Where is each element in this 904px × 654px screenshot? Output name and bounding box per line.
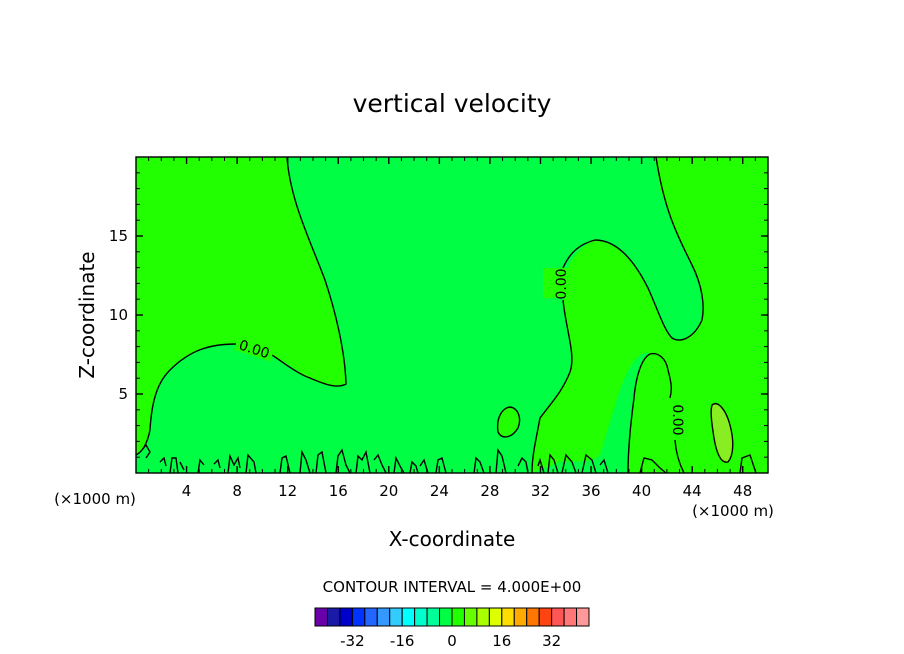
positive-region-blob (497, 407, 520, 437)
y-axis-label: Z-coordinate (75, 251, 99, 378)
x-tick-label-4: 20 (379, 482, 398, 500)
chart-title: vertical velocity (353, 89, 552, 118)
colorbar-swatch-6 (389, 607, 403, 627)
contour-line-right-lobe-b (674, 439, 685, 474)
contour-label-3: 0.00 (669, 404, 685, 435)
colorbar-swatch-9 (426, 607, 441, 627)
colorbar-label-3: 16 (492, 632, 511, 650)
colorbar-swatch-16 (513, 607, 528, 627)
colorbar-swatch-17 (526, 607, 540, 627)
colorbar-label-0: -32 (340, 632, 365, 650)
contour-line-surface (141, 443, 757, 474)
x-tick-label-0: 4 (182, 482, 192, 500)
colorbar-swatch-19 (551, 607, 565, 627)
colorbar-label-1: -16 (390, 632, 415, 650)
x-tick-label-11: 48 (733, 482, 752, 500)
colorbar-swatch-20 (563, 607, 578, 627)
positive-region-left (136, 157, 346, 455)
colorbar-swatch-8 (414, 607, 428, 627)
x-tick-label-3: 16 (329, 482, 348, 500)
y-tick-label-0: 5 (118, 385, 128, 403)
contour-line-left (271, 156, 347, 387)
colorbar: -32 -16 0 16 32 (314, 607, 590, 650)
x-tick-label-7: 32 (531, 482, 550, 500)
y-tick-label-2: 15 (109, 227, 128, 245)
colorbar-swatch-2 (339, 607, 353, 627)
x-tick-label-10: 44 (683, 482, 702, 500)
colorbar-label-2: 0 (447, 632, 457, 650)
colorbar-swatch-11 (451, 607, 465, 627)
colorbar-swatch-1 (326, 607, 341, 627)
colorbar-label-4: 32 (542, 632, 561, 650)
plot-area: 0.00 0.00 0.00 (135, 156, 769, 474)
x-tick-label-8: 36 (581, 482, 600, 500)
contour-line-blob (496, 406, 521, 438)
colorbar-swatch-10 (439, 607, 453, 627)
x-tick-label-6: 28 (480, 482, 499, 500)
x-axis-label: X-coordinate (389, 527, 516, 551)
contour-lines (135, 156, 757, 474)
x-unit-left: (×1000 m) (54, 490, 136, 508)
colorbar-swatch-12 (463, 607, 478, 627)
contour-line-middle (531, 299, 573, 474)
contour-line-strong (710, 403, 734, 463)
y-tick-label-1: 10 (109, 306, 128, 324)
contour-interval-text: CONTOUR INTERVAL = 4.000E+00 (323, 578, 582, 596)
contour-label-2: 0.00 (554, 268, 570, 299)
colorbar-swatch-4 (364, 607, 378, 627)
x-axis: 4 8 12 16 20 24 28 32 36 40 44 48 (148, 157, 756, 500)
x-tick-label-1: 8 (232, 482, 242, 500)
positive-region-lobe (532, 157, 768, 473)
colorbar-swatch-13 (476, 607, 490, 627)
x-unit-right: (×1000 m) (692, 502, 774, 520)
x-tick-label-9: 40 (632, 482, 651, 500)
x-tick-label-5: 24 (430, 482, 449, 500)
x-tick-label-2: 12 (278, 482, 297, 500)
colorbar-swatch-7 (401, 607, 416, 627)
colorbar-swatch-14 (488, 607, 503, 627)
y-axis: 5 10 15 (109, 172, 768, 458)
colorbar-swatch-15 (501, 607, 515, 627)
contour-labels: 0.00 0.00 0.00 (234, 268, 686, 440)
colorbar-swatch-21 (576, 607, 590, 627)
contour-line-right-lobe (627, 352, 673, 474)
contour-line-middle-top (562, 156, 704, 341)
colorbar-swatch-5 (376, 607, 391, 627)
colorbar-swatch-18 (538, 607, 553, 627)
colorbar-swatch-3 (351, 607, 366, 627)
colorbar-swatch-0 (314, 607, 328, 627)
